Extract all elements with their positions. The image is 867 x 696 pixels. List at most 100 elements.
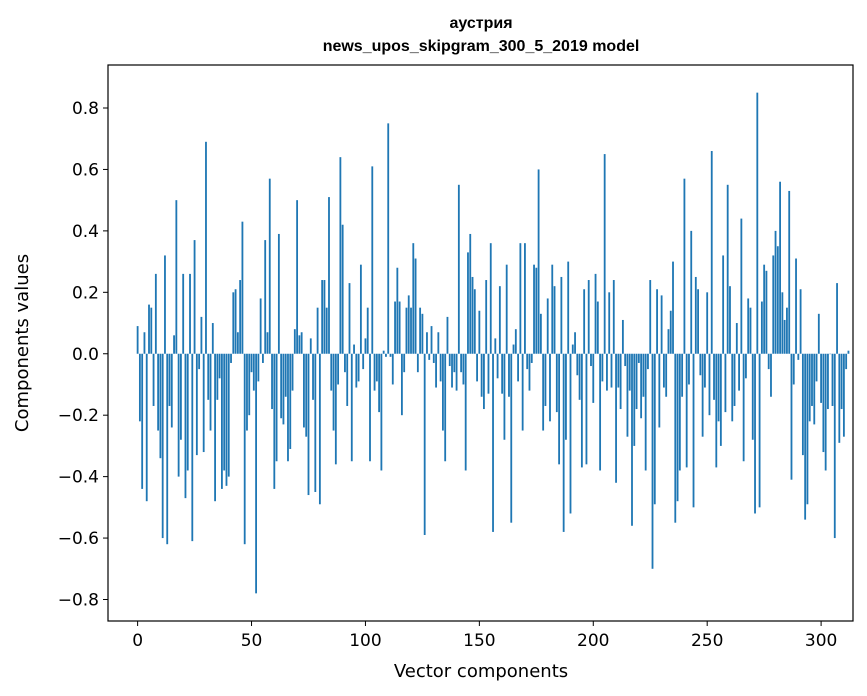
bar xyxy=(508,353,510,397)
bar xyxy=(587,280,590,354)
bar xyxy=(694,276,697,354)
bar xyxy=(601,353,604,382)
bar xyxy=(346,353,349,406)
bar xyxy=(239,280,242,354)
bar xyxy=(658,353,661,428)
bar xyxy=(264,240,267,354)
bar xyxy=(366,307,369,354)
bar xyxy=(316,307,319,354)
bar xyxy=(184,353,187,499)
bar xyxy=(186,353,189,471)
bar xyxy=(173,335,175,354)
bar xyxy=(808,353,811,422)
x-tick-label: 0 xyxy=(132,631,143,651)
bar xyxy=(674,353,677,523)
bar xyxy=(706,292,709,354)
bar xyxy=(724,353,727,413)
bar xyxy=(783,319,786,354)
bar xyxy=(578,353,581,400)
bar xyxy=(359,264,362,354)
bar xyxy=(619,353,622,410)
bar xyxy=(717,353,720,422)
bar xyxy=(526,353,529,370)
bar xyxy=(369,353,371,462)
bar xyxy=(323,280,326,354)
bar xyxy=(355,353,358,388)
bar xyxy=(612,280,615,354)
bar xyxy=(396,267,399,354)
bar xyxy=(496,353,499,379)
bar xyxy=(553,286,556,354)
bar xyxy=(428,353,431,360)
bar xyxy=(473,289,476,354)
bar xyxy=(590,353,592,367)
bar xyxy=(528,353,531,391)
bar xyxy=(455,353,458,391)
bar xyxy=(437,332,440,354)
bar xyxy=(831,353,834,406)
bar xyxy=(845,353,848,370)
bar xyxy=(191,353,194,542)
bar xyxy=(214,353,216,502)
bar xyxy=(394,301,396,354)
bar xyxy=(410,307,412,354)
bar xyxy=(692,353,695,508)
bar xyxy=(241,221,244,354)
y-tick-label: 0.4 xyxy=(72,222,99,242)
bar xyxy=(209,353,212,431)
bar xyxy=(446,316,449,354)
bar xyxy=(799,289,802,354)
bar xyxy=(152,353,155,406)
bar xyxy=(339,157,342,354)
bar xyxy=(200,316,203,354)
bar xyxy=(822,353,825,453)
bar xyxy=(676,353,679,502)
bar xyxy=(512,344,515,354)
bar xyxy=(485,280,488,354)
bar xyxy=(678,353,681,471)
y-tick-label: 0.0 xyxy=(72,345,99,365)
bar xyxy=(503,353,506,440)
bar xyxy=(268,178,271,354)
bar xyxy=(688,353,690,385)
bar xyxy=(284,353,287,397)
bar xyxy=(517,353,519,382)
bar xyxy=(708,353,711,416)
bar xyxy=(460,353,463,373)
bar xyxy=(177,353,180,477)
bar xyxy=(596,301,599,354)
bar xyxy=(667,329,670,354)
bar xyxy=(248,353,251,416)
bar xyxy=(227,353,230,477)
bar xyxy=(765,270,768,354)
bar xyxy=(767,353,770,370)
bar xyxy=(448,353,451,367)
bar xyxy=(647,353,649,370)
bar xyxy=(157,353,160,431)
bar xyxy=(704,353,706,388)
bar xyxy=(362,353,365,370)
bar xyxy=(303,353,305,428)
bar xyxy=(558,353,561,465)
bar xyxy=(827,353,829,410)
bar xyxy=(198,353,201,370)
y-tick-label: −0.2 xyxy=(58,406,99,426)
bar xyxy=(426,332,428,354)
bar xyxy=(405,307,408,354)
bar xyxy=(216,353,219,400)
bar xyxy=(628,353,631,391)
bar xyxy=(469,233,472,354)
bar xyxy=(148,304,150,354)
bar xyxy=(432,353,435,363)
y-tick-label: 0.8 xyxy=(72,99,99,119)
bar xyxy=(701,353,704,437)
bar xyxy=(801,353,804,456)
bar xyxy=(236,332,239,354)
bar xyxy=(138,353,141,422)
bar xyxy=(610,353,613,388)
bar xyxy=(416,353,419,373)
bar xyxy=(742,353,745,462)
bar xyxy=(624,353,627,367)
bar xyxy=(136,326,139,354)
bar xyxy=(480,353,483,397)
